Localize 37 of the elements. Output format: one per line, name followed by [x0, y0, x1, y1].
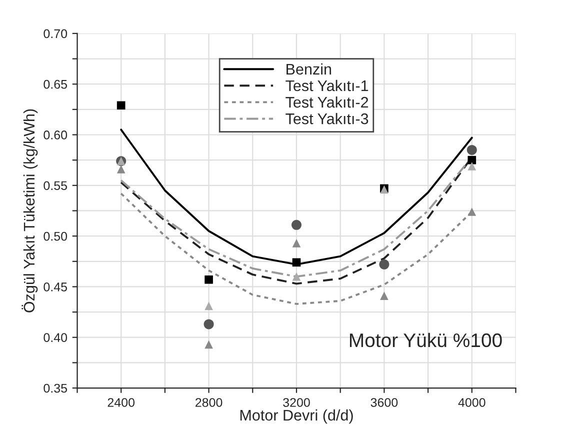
point: [204, 275, 213, 284]
point: [380, 292, 388, 300]
y-tick-label: 0.50: [44, 232, 68, 241]
x-tick-label: 3200: [283, 398, 310, 407]
point: [204, 302, 213, 310]
point: [204, 319, 214, 330]
x-tick-label: 2800: [196, 398, 222, 407]
point: [468, 162, 476, 170]
y-tick-label: 0.65: [44, 80, 68, 89]
line-series: [120, 128, 473, 266]
x-tick-label: 3600: [370, 398, 398, 407]
legend-label: Test Yakıtı-2: [286, 96, 368, 108]
point: [116, 165, 126, 174]
x-axis-title: Motor Devri (d/d): [240, 409, 353, 424]
point: [291, 220, 302, 230]
point: [292, 272, 301, 281]
point: [292, 238, 301, 248]
y-tick-label: 0.70: [44, 29, 68, 38]
point: [379, 259, 390, 270]
y-tick-label: 0.40: [44, 333, 68, 342]
point: [204, 340, 213, 349]
y-tick-label: 0.60: [44, 130, 68, 140]
y-tick-label: 0.55: [44, 181, 68, 190]
annotation: Motor Yükü %100: [350, 332, 502, 348]
point: [468, 208, 476, 216]
point: [116, 101, 126, 110]
x-tick-label: 2400: [108, 398, 135, 407]
y-tick-label: 0.45: [44, 282, 68, 292]
legend-label: Benzin: [286, 63, 332, 75]
x-tick-label: 4000: [458, 398, 486, 407]
legend-label: Test Yakıtı-3: [286, 113, 368, 124]
point: [468, 156, 476, 164]
legend-label: Test Yakıtı-1: [286, 80, 368, 92]
y-axis-title: Özgül Yakıt Tüketimi (kg/kWh): [22, 109, 38, 312]
point: [466, 144, 477, 155]
point: [292, 258, 301, 267]
y-tick-label: 0.35: [44, 384, 68, 393]
